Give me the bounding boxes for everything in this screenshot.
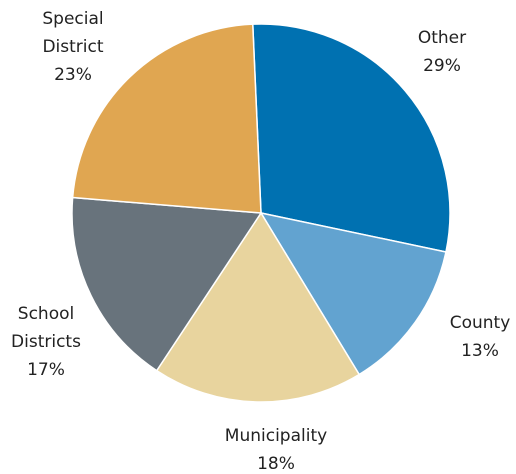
value-label: 23%: [54, 65, 92, 85]
category-label-line: District: [42, 37, 103, 57]
category-label: Municipality: [225, 426, 327, 446]
value-label: 13%: [461, 341, 499, 361]
category-label: School Districts: [11, 304, 81, 352]
pie-slice: [71, 23, 262, 214]
slice-label: Municipality 18%: [225, 426, 327, 474]
category-label-line: Special: [42, 9, 103, 29]
pie-slice: [259, 211, 447, 376]
slice-label: Other 29%: [418, 28, 466, 76]
category-label-line: Districts: [11, 332, 81, 352]
pie-slice: [251, 23, 451, 253]
slice-label: School Districts 17%: [11, 304, 81, 380]
category-label: Special District: [42, 9, 103, 57]
value-label: 17%: [27, 360, 65, 380]
pie-slice: [71, 196, 263, 372]
value-label: 18%: [257, 454, 295, 474]
slice-label: County 13%: [450, 313, 511, 361]
category-label: Other: [418, 28, 466, 48]
category-label: County: [450, 313, 511, 333]
value-label: 29%: [423, 56, 461, 76]
pie-slice: [155, 211, 361, 403]
slice-label: Special District 23%: [42, 9, 103, 85]
category-label-line: School: [18, 304, 74, 324]
